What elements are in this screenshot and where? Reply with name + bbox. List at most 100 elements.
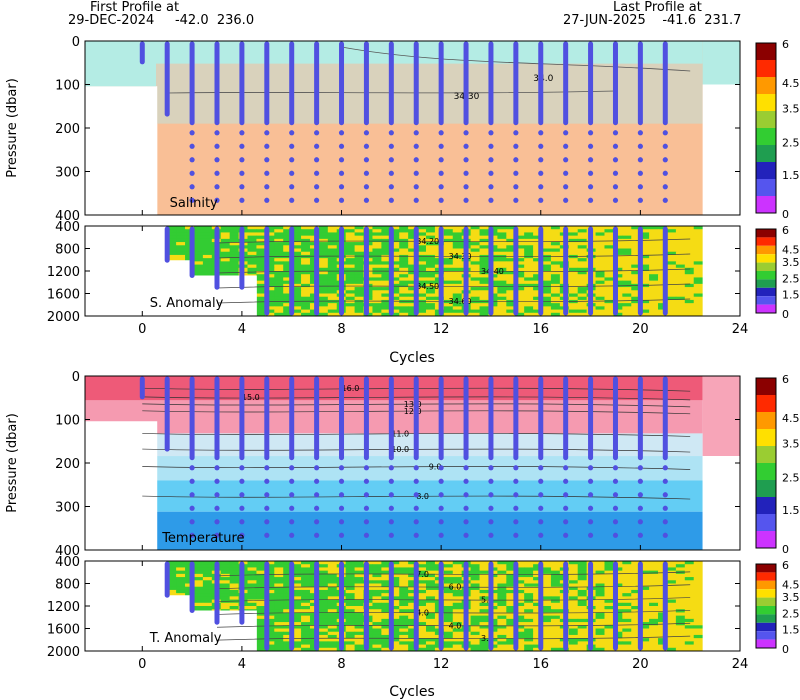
s-anomaly-cell: [292, 296, 302, 301]
s-anomaly-cell: [390, 309, 400, 314]
s-anomaly-cell: [443, 267, 454, 272]
t-anomaly-cell: [381, 634, 391, 639]
s-anomaly-cell: [167, 245, 177, 249]
t-anomaly-cell: [318, 602, 329, 607]
t-anomaly-cell: [265, 583, 275, 588]
t-anomaly-cell: [649, 628, 659, 633]
s-anomaly-cell: [515, 290, 525, 294]
t-anomaly-cell: [470, 580, 480, 584]
t-anomaly-cell: [229, 596, 239, 600]
t-anomaly-cell: [568, 577, 579, 581]
profile-marker-dot: [189, 170, 195, 176]
t-anomaly-cell: [167, 564, 177, 568]
t-anomaly-cell: [167, 583, 177, 588]
s-anomaly-cell: [443, 277, 454, 282]
t-anomaly-cell: [256, 628, 266, 633]
s-anomaly-cell: [666, 258, 677, 262]
t-anomaly-cell: [684, 615, 695, 620]
s-anomaly-cell: [390, 226, 400, 230]
s-anomaly-cell: [372, 271, 382, 275]
t-anomaly-cell: [256, 586, 266, 591]
s-anomaly-cell: [595, 296, 605, 301]
t-anomaly-cell: [684, 599, 695, 604]
t-anomaly-cell: [372, 612, 382, 617]
s-anomaly-cell: [425, 306, 436, 310]
s-anomaly-cell: [408, 261, 418, 265]
profile-marker-dot: [563, 170, 569, 176]
s-anomaly-cell: [515, 309, 525, 314]
t-anomaly-cell: [327, 625, 338, 629]
t-anomaly-cell: [372, 634, 382, 639]
t-anomaly-cell: [443, 580, 454, 584]
s-anomaly-cell: [497, 242, 507, 246]
t-anomaly-cell: [622, 622, 632, 626]
s-anomaly-cell: [247, 251, 257, 256]
t-anomaly-cell: [649, 606, 659, 610]
t-anomaly-cell: [301, 612, 311, 617]
s-anomaly-cell: [470, 235, 480, 240]
t-anomaly-cell: [649, 602, 659, 607]
t-anomaly-cell: [479, 596, 489, 600]
s-anomaly-cell: [675, 309, 686, 314]
t-anomaly-cell: [265, 573, 275, 578]
s-anomaly-cell: [354, 248, 364, 253]
temperature-colorbar-swatch: [756, 480, 776, 497]
t-anomaly-cell: [506, 580, 516, 584]
s-anomaly-cell: [372, 258, 382, 262]
s-anomaly-cell: [408, 303, 418, 307]
s-anomaly-cell: [256, 274, 266, 278]
t-anomaly-cell: [577, 570, 588, 575]
s-anomaly-cell: [595, 251, 605, 256]
t-anomaly-cell: [613, 634, 623, 639]
s-anomaly-cell: [604, 287, 614, 291]
t-anomaly-cell: [640, 573, 650, 578]
t-anomaly-cell: [452, 622, 463, 626]
s-anomaly-cell: [327, 235, 338, 240]
t-anomaly-cell: [417, 593, 427, 597]
s-anomaly-cell: [425, 238, 436, 243]
s-anomaly-cell: [470, 293, 480, 298]
t-anomaly-cell: [479, 583, 489, 588]
salinity-colorbar-tick-label: 3.5: [782, 103, 800, 116]
s-anomaly-cell: [372, 229, 382, 233]
t-anomaly-cell: [265, 618, 275, 623]
s-anomaly-cell: [283, 290, 293, 294]
t-anomaly-cell: [381, 641, 391, 645]
t-anomaly-cell: [193, 580, 204, 584]
t-anomaly-cell: [622, 615, 632, 620]
s-anomaly-cell: [577, 306, 588, 310]
s-anomaly-cell: [185, 226, 195, 230]
s-anomaly-cell: [524, 283, 534, 288]
t-anomaly-cell: [372, 644, 382, 649]
temperature-colorbar-swatch: [756, 531, 776, 548]
s-anomaly-cell: [604, 309, 614, 314]
t-anomaly-cell: [595, 606, 605, 610]
t-anomaly-cell: [488, 647, 498, 652]
t-anomaly-cell: [550, 647, 561, 652]
s-anomaly-cell: [274, 303, 284, 307]
s-anomaly-cell: [292, 264, 302, 269]
s-anomaly-cell: [613, 271, 623, 275]
s-anomaly-cell: [649, 296, 659, 301]
t-anomaly-cell: [452, 625, 463, 629]
t-anomaly-cell: [256, 589, 266, 594]
s-anomaly-cell: [318, 277, 329, 282]
s-anomaly-cell: [425, 309, 436, 314]
t-anomaly-cell: [390, 580, 400, 584]
t-anomaly-cell: [604, 615, 614, 620]
s-anomaly-cell: [256, 267, 266, 272]
t-anomaly-cell: [443, 625, 454, 629]
profile-marker-dot: [189, 143, 195, 149]
t-anomaly-cell: [318, 631, 329, 636]
s-anomaly-cell: [417, 283, 427, 288]
s-anomaly-cell: [568, 309, 579, 314]
temperature-blank-west: [85, 421, 158, 550]
t-anomaly-cell: [649, 596, 659, 600]
s-anomaly-cell: [167, 251, 177, 256]
s-anomaly-cell: [417, 264, 427, 269]
profile-marker-dot: [587, 157, 594, 163]
t-anomaly-cell: [381, 638, 391, 642]
t-anomaly-cell: [649, 622, 659, 626]
t-anomaly-cell: [220, 589, 231, 594]
t-anomaly-cell: [354, 583, 364, 588]
